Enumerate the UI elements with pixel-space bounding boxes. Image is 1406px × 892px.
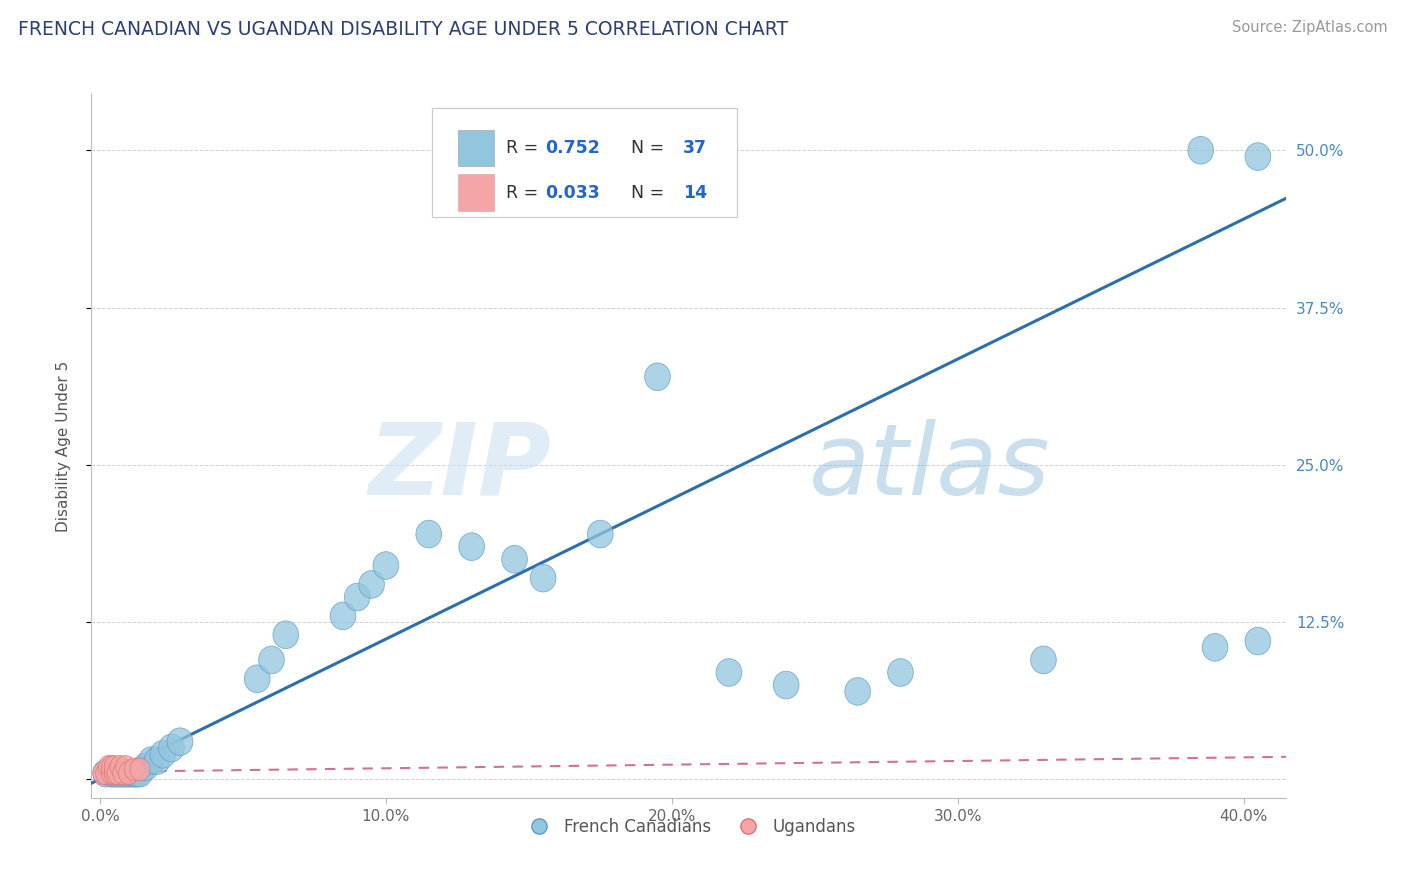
Text: R =: R = [506, 184, 544, 202]
Ellipse shape [124, 758, 145, 780]
Ellipse shape [104, 759, 129, 787]
FancyBboxPatch shape [432, 108, 737, 217]
Ellipse shape [98, 759, 124, 787]
Bar [458, 175, 494, 211]
Ellipse shape [93, 762, 112, 784]
Ellipse shape [167, 728, 193, 756]
Ellipse shape [121, 759, 148, 787]
Ellipse shape [1246, 143, 1271, 170]
Ellipse shape [416, 520, 441, 548]
Ellipse shape [112, 762, 132, 784]
Ellipse shape [259, 646, 284, 673]
Ellipse shape [104, 762, 124, 784]
Ellipse shape [1188, 136, 1213, 164]
Ellipse shape [127, 759, 153, 787]
Ellipse shape [245, 665, 270, 693]
Ellipse shape [1246, 627, 1271, 655]
Ellipse shape [101, 759, 127, 787]
Ellipse shape [115, 756, 136, 778]
Ellipse shape [773, 672, 799, 699]
Text: N =: N = [620, 139, 669, 157]
Ellipse shape [101, 756, 121, 778]
Ellipse shape [1202, 633, 1227, 661]
Ellipse shape [129, 758, 150, 780]
Ellipse shape [588, 520, 613, 548]
Ellipse shape [118, 762, 139, 784]
Ellipse shape [716, 658, 742, 686]
Ellipse shape [115, 759, 142, 787]
Bar [458, 129, 494, 167]
Ellipse shape [110, 759, 136, 787]
Text: 0.752: 0.752 [546, 139, 600, 157]
Ellipse shape [145, 747, 170, 774]
Text: 37: 37 [683, 139, 707, 157]
Ellipse shape [150, 740, 176, 768]
Ellipse shape [845, 678, 870, 706]
Ellipse shape [96, 762, 115, 784]
Ellipse shape [458, 533, 485, 560]
Ellipse shape [273, 621, 298, 648]
Y-axis label: Disability Age Under 5: Disability Age Under 5 [56, 360, 70, 532]
Ellipse shape [112, 759, 139, 787]
Ellipse shape [110, 756, 129, 778]
Ellipse shape [330, 602, 356, 630]
Text: FRENCH CANADIAN VS UGANDAN DISABILITY AGE UNDER 5 CORRELATION CHART: FRENCH CANADIAN VS UGANDAN DISABILITY AG… [18, 20, 789, 38]
Ellipse shape [107, 759, 132, 787]
Ellipse shape [118, 759, 145, 787]
Ellipse shape [344, 583, 370, 611]
Text: Source: ZipAtlas.com: Source: ZipAtlas.com [1232, 20, 1388, 35]
Ellipse shape [502, 545, 527, 573]
Text: atlas: atlas [808, 418, 1050, 516]
Ellipse shape [124, 759, 150, 787]
Ellipse shape [101, 762, 121, 784]
Ellipse shape [107, 762, 127, 784]
Ellipse shape [93, 759, 118, 787]
Ellipse shape [98, 756, 118, 778]
Legend: French Canadians, Ugandans: French Canadians, Ugandans [516, 812, 862, 843]
Ellipse shape [159, 734, 184, 762]
Text: 14: 14 [683, 184, 707, 202]
Ellipse shape [132, 753, 159, 780]
Ellipse shape [644, 363, 671, 391]
Text: ZIP: ZIP [368, 418, 551, 516]
Ellipse shape [887, 658, 914, 686]
Text: 0.033: 0.033 [546, 184, 600, 202]
Ellipse shape [1031, 646, 1056, 673]
Ellipse shape [373, 551, 399, 580]
Ellipse shape [530, 565, 555, 592]
Ellipse shape [359, 571, 384, 599]
Text: N =: N = [620, 184, 669, 202]
Ellipse shape [104, 756, 124, 778]
Text: R =: R = [506, 139, 544, 157]
Ellipse shape [139, 747, 165, 774]
